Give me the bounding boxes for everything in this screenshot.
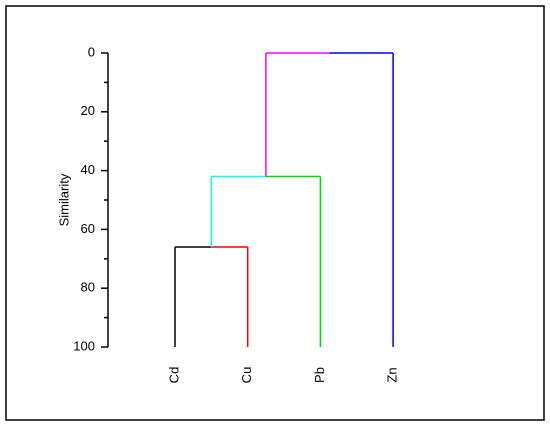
y-tick-label: 60: [81, 221, 95, 236]
x-tick-label: Pb: [312, 367, 327, 383]
x-tick-label: Zn: [385, 367, 400, 382]
y-tick-label: 80: [81, 280, 95, 295]
y-tick-label: 0: [88, 44, 95, 59]
y-tick-label: 40: [81, 162, 95, 177]
frame: [5, 5, 545, 421]
x-tick-label: Cd: [166, 367, 181, 384]
y-tick-label: 100: [73, 338, 95, 353]
x-tick-label: Cu: [239, 367, 254, 384]
y-tick-label: 20: [81, 103, 95, 118]
y-axis-label: Similarity: [56, 173, 71, 226]
